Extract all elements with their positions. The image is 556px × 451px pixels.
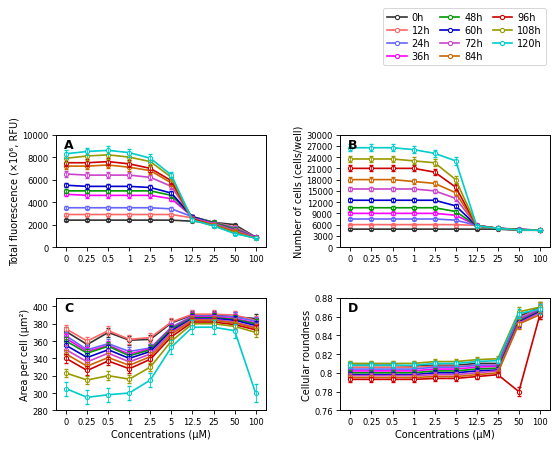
X-axis label: Concentrations (μM): Concentrations (μM) — [395, 429, 495, 439]
Y-axis label: Area per cell (μm²): Area per cell (μm²) — [20, 308, 30, 400]
Text: D: D — [348, 301, 359, 314]
Y-axis label: Number of cells (cells/well): Number of cells (cells/well) — [294, 125, 304, 258]
Y-axis label: Cellular roundness: Cellular roundness — [301, 309, 311, 400]
Text: A: A — [64, 138, 73, 152]
Text: B: B — [348, 138, 358, 152]
X-axis label: Concentrations (μM): Concentrations (μM) — [111, 429, 211, 439]
Legend: 0h, 12h, 24h, 36h, 48h, 60h, 72h, 84h, 96h, 108h, 120h: 0h, 12h, 24h, 36h, 48h, 60h, 72h, 84h, 9… — [383, 9, 545, 66]
Y-axis label: Total fluorescence (×10⁶, RFU): Total fluorescence (×10⁶, RFU) — [9, 117, 19, 266]
Text: C: C — [64, 301, 73, 314]
